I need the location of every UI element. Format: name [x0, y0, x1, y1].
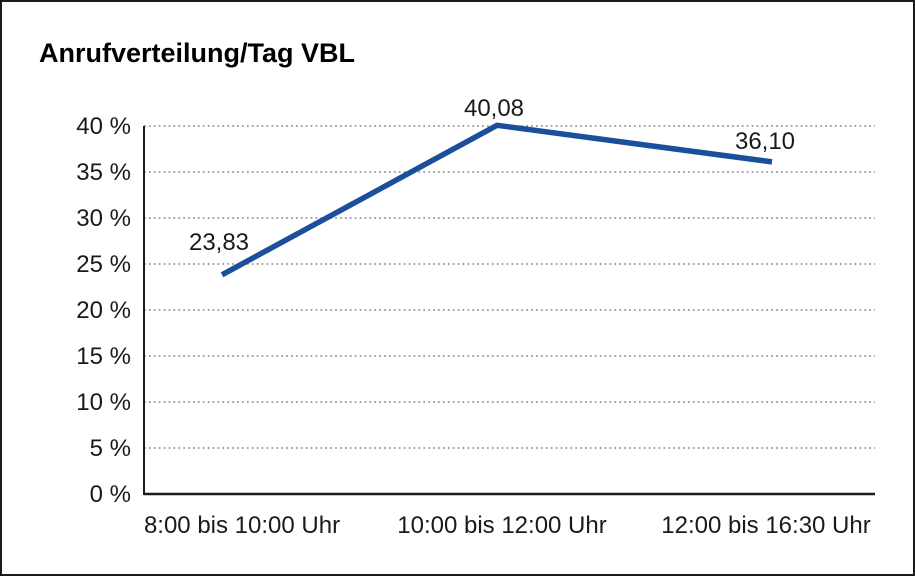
data-line	[220, 122, 773, 278]
data-point-label: 40,08	[464, 95, 524, 122]
y-tick-label: 35 %	[76, 159, 131, 186]
y-tick-label: 10 %	[76, 389, 131, 416]
y-tick-label: 5 %	[90, 435, 131, 462]
y-tick-label: 20 %	[76, 297, 131, 324]
y-tick-label: 0 %	[90, 481, 131, 508]
x-category-label: 10:00 bis 12:00 Uhr	[397, 512, 606, 539]
chart-title: Anrufverteilung/Tag VBL	[39, 38, 356, 68]
data-point-label: 23,83	[189, 229, 249, 256]
y-tick-label: 25 %	[76, 251, 131, 278]
y-tick-label: 15 %	[76, 343, 131, 370]
y-tick-label: 30 %	[76, 205, 131, 232]
data-point-label: 36,10	[735, 128, 795, 155]
x-category-label: 12:00 bis 16:30 Uhr	[661, 512, 870, 539]
y-tick-label: 40 %	[76, 113, 131, 140]
x-category-label: 8:00 bis 10:00 Uhr	[144, 512, 340, 539]
